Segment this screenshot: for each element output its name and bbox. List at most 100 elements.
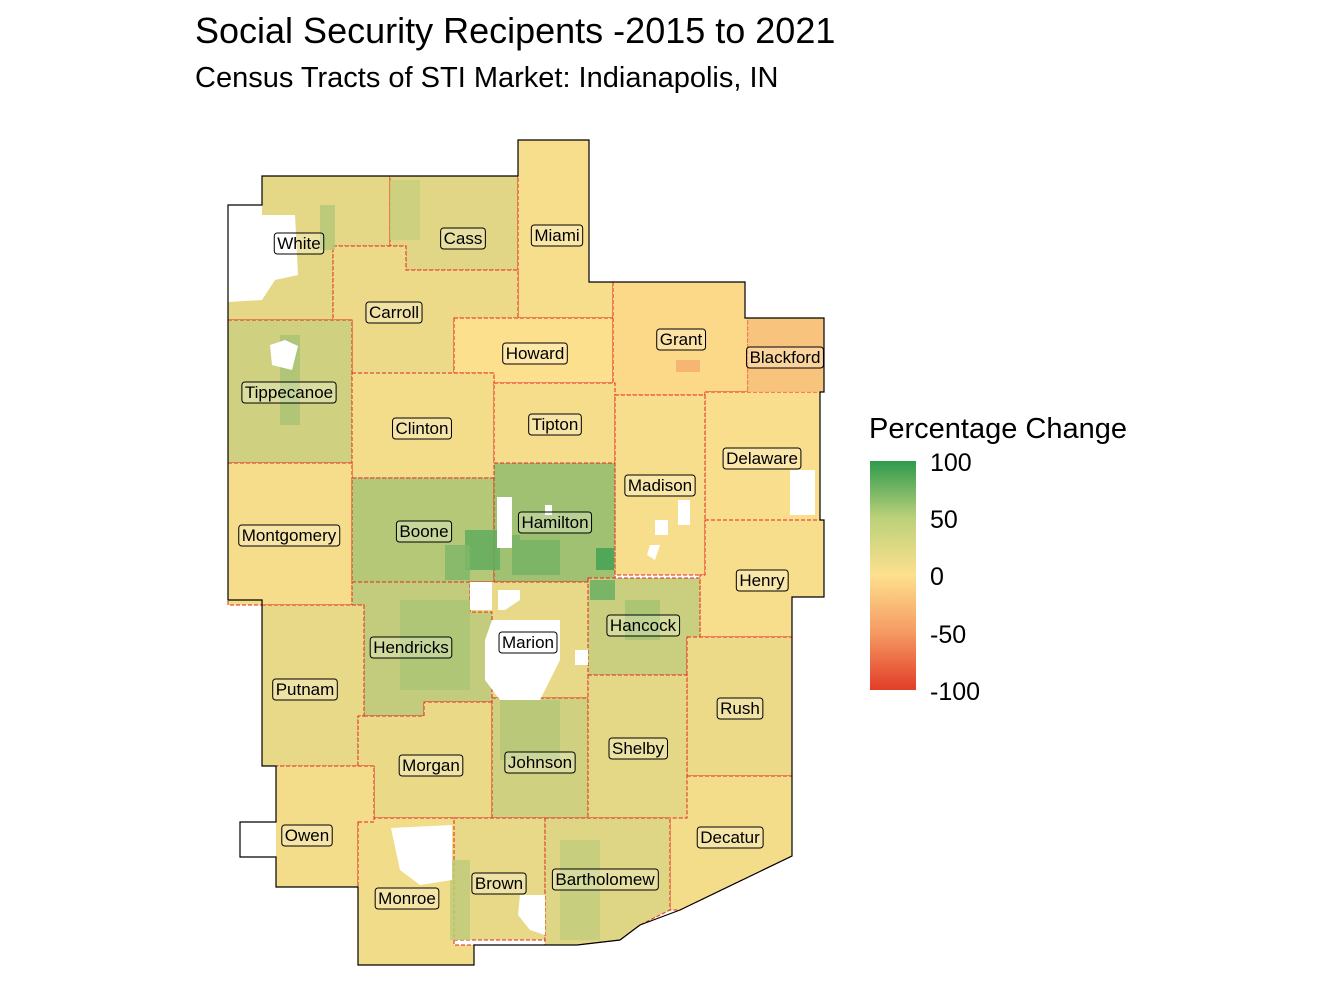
no-data-tract <box>655 520 668 535</box>
county-label-miami: Miami <box>530 224 584 247</box>
census-tract <box>596 548 614 570</box>
census-tract <box>465 530 500 570</box>
county-label-text: Tipton <box>532 415 579 434</box>
county-decatur <box>669 775 793 911</box>
county-label-box <box>696 826 764 849</box>
county-label-boone: Boone <box>395 520 453 543</box>
county-label-box <box>374 887 440 910</box>
county-label-morgan: Morgan <box>398 754 464 777</box>
county-label-text: Miami <box>534 226 579 245</box>
no-data-tract <box>498 590 520 610</box>
county-label-madison: Madison <box>624 474 696 497</box>
county-label-cass: Cass <box>440 227 486 250</box>
county-label-text: Bartholomew <box>555 870 655 889</box>
county-label-text: Madison <box>628 476 692 495</box>
legend-tick-label: 0 <box>930 563 944 591</box>
county-label-box <box>502 342 568 365</box>
county-label-text: Carroll <box>369 303 419 322</box>
no-data-tract <box>485 620 560 700</box>
map-subtitle: Census Tracts of STI Market: Indianapoli… <box>195 62 779 94</box>
census-tract <box>676 360 700 372</box>
county-label-marion: Marion <box>498 631 558 654</box>
no-data-tract <box>575 650 588 665</box>
census-tract <box>445 545 470 580</box>
market-outline <box>227 139 825 966</box>
county-label-text: Hancock <box>610 616 677 635</box>
county-label-text: Blackford <box>750 348 821 367</box>
county-label-delaware: Delaware <box>722 447 802 470</box>
census-tract <box>390 180 420 240</box>
county-label-text: Rush <box>720 699 760 718</box>
county-label-grant: Grant <box>656 328 707 351</box>
legend-tick-label: -50 <box>930 621 967 649</box>
county-label-bartholomew: Bartholomew <box>551 868 659 891</box>
census-tract <box>450 860 470 940</box>
no-data-tract <box>470 582 492 610</box>
no-data-tract <box>391 825 452 885</box>
legend-tick-label: -100 <box>930 678 981 706</box>
legend-title: Percentage Change <box>869 413 1127 445</box>
county-label-putnam: Putnam <box>272 678 338 701</box>
county-label-text: Delaware <box>726 449 798 468</box>
county-label-text: Brown <box>475 874 523 893</box>
county-label-box <box>365 301 423 324</box>
no-data-tract <box>647 545 660 560</box>
county-label-box <box>608 737 668 760</box>
legend-tick-label: 100 <box>930 449 972 477</box>
legend-color-bar <box>870 461 916 690</box>
county-label-text: Montgomery <box>242 526 337 545</box>
county-label-box <box>624 474 696 497</box>
no-data-tracts <box>228 205 815 935</box>
county-label-box <box>395 520 453 543</box>
county-label-box <box>722 447 802 470</box>
county-label-box <box>528 413 582 436</box>
no-data-tract <box>518 895 545 935</box>
county-label-tippecanoe: Tippecanoe <box>241 381 337 404</box>
county-label-text: Clinton <box>396 419 449 438</box>
county-label-text: Monroe <box>378 889 436 908</box>
county-label-brown: Brown <box>471 872 527 895</box>
county-label-box <box>504 751 576 774</box>
county-label-box <box>273 232 325 255</box>
legend-tick-label: 50 <box>930 506 958 534</box>
census-tract <box>400 600 470 690</box>
county-layer <box>227 139 825 966</box>
county-morgan <box>357 701 493 819</box>
county-label-box <box>606 614 681 637</box>
county-label-box <box>746 346 824 369</box>
county-label-johnson: Johnson <box>504 751 576 774</box>
county-label-text: Marion <box>502 633 554 652</box>
county-label-box <box>241 381 337 404</box>
no-data-tract <box>228 205 298 302</box>
county-label-blackford: Blackford <box>746 346 824 369</box>
county-label-box <box>398 754 464 777</box>
county-label-shelby: Shelby <box>608 737 668 760</box>
county-label-text: Howard <box>506 344 565 363</box>
no-data-tract <box>240 822 276 857</box>
county-label-box <box>369 636 453 659</box>
county-label-text: Shelby <box>612 739 664 758</box>
county-label-decatur: Decatur <box>696 826 764 849</box>
census-tract <box>748 318 824 392</box>
county-label-text: Henry <box>739 571 785 590</box>
county-label-box <box>238 524 341 547</box>
county-label-hamilton: Hamilton <box>517 511 593 534</box>
county-label-clinton: Clinton <box>392 417 452 440</box>
county-label-box <box>471 872 527 895</box>
county-label-hancock: Hancock <box>606 614 681 637</box>
no-data-tract <box>270 340 298 370</box>
county-label-box <box>551 868 659 891</box>
county-label-text: Morgan <box>402 756 460 775</box>
census-tract <box>500 700 560 760</box>
county-label-box <box>281 824 333 847</box>
county-label-box <box>656 328 707 351</box>
no-data-tract <box>678 500 690 525</box>
county-label-hendricks: Hendricks <box>369 636 453 659</box>
county-label-text: Boone <box>399 522 448 541</box>
county-label-tipton: Tipton <box>528 413 582 436</box>
county-label-text: White <box>277 234 320 253</box>
county-label-box <box>272 678 338 701</box>
county-label-box <box>716 697 764 720</box>
county-labels: White Cass Miami Carroll Howard Grant Blackfor… <box>238 224 824 910</box>
